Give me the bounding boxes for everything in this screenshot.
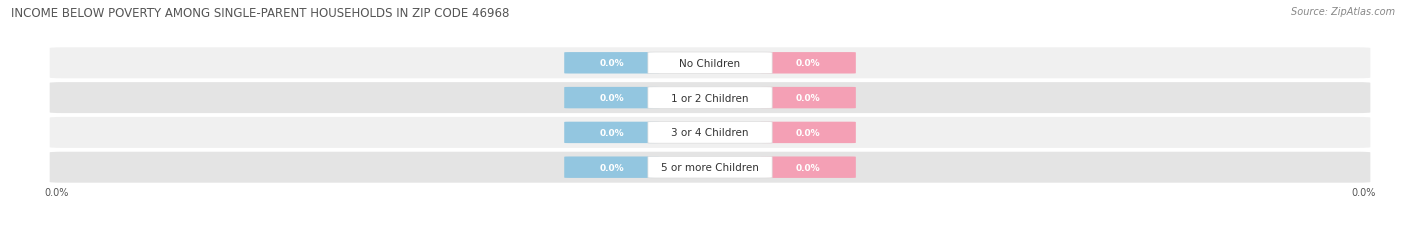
Text: 0.0%: 0.0% <box>796 163 821 172</box>
Text: 0.0%: 0.0% <box>599 128 624 137</box>
FancyBboxPatch shape <box>564 88 659 109</box>
Text: 5 or more Children: 5 or more Children <box>661 162 759 173</box>
FancyBboxPatch shape <box>761 53 856 74</box>
FancyBboxPatch shape <box>49 83 1371 114</box>
FancyBboxPatch shape <box>761 157 856 178</box>
Text: 0.0%: 0.0% <box>796 59 821 68</box>
FancyBboxPatch shape <box>564 157 659 178</box>
Text: INCOME BELOW POVERTY AMONG SINGLE-PARENT HOUSEHOLDS IN ZIP CODE 46968: INCOME BELOW POVERTY AMONG SINGLE-PARENT… <box>11 7 509 20</box>
Text: 0.0%: 0.0% <box>599 59 624 68</box>
FancyBboxPatch shape <box>49 117 1371 148</box>
FancyBboxPatch shape <box>564 53 659 74</box>
FancyBboxPatch shape <box>648 87 772 109</box>
FancyBboxPatch shape <box>564 122 659 143</box>
Text: 0.0%: 0.0% <box>796 94 821 103</box>
FancyBboxPatch shape <box>761 88 856 109</box>
Text: 0.0%: 0.0% <box>599 163 624 172</box>
FancyBboxPatch shape <box>49 48 1371 79</box>
FancyBboxPatch shape <box>761 122 856 143</box>
FancyBboxPatch shape <box>648 157 772 178</box>
Text: 0.0%: 0.0% <box>796 128 821 137</box>
FancyBboxPatch shape <box>648 122 772 143</box>
FancyBboxPatch shape <box>648 53 772 74</box>
Text: 1 or 2 Children: 1 or 2 Children <box>671 93 749 103</box>
Text: 0.0%: 0.0% <box>599 94 624 103</box>
Text: Source: ZipAtlas.com: Source: ZipAtlas.com <box>1291 7 1395 17</box>
Text: No Children: No Children <box>679 58 741 69</box>
FancyBboxPatch shape <box>49 152 1371 183</box>
Text: 3 or 4 Children: 3 or 4 Children <box>671 128 749 138</box>
